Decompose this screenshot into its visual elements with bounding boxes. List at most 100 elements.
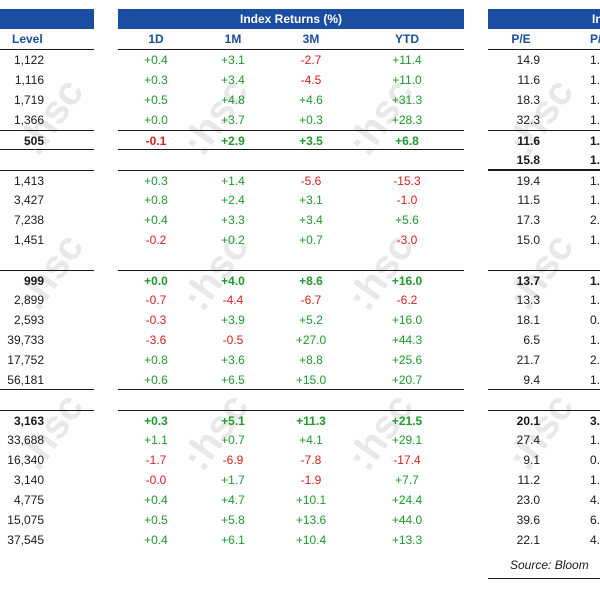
table-row: 17,752 (0, 350, 94, 370)
return-3m: +3.4 (299, 213, 323, 227)
table-row (118, 250, 464, 270)
return-ytd: +44.3 (391, 333, 423, 347)
level-value: 3,163 (13, 414, 44, 428)
table-row: 19.4 1. (488, 170, 600, 190)
table-row: 15.0 1. (488, 230, 600, 250)
pe-value: 32.3 (516, 113, 540, 127)
pb-value: 2. (590, 353, 600, 367)
level-value: 15,075 (7, 513, 44, 527)
return-3m: -1.9 (300, 473, 322, 487)
return-1m: +5.8 (221, 513, 245, 527)
pe-value: 17.3 (516, 213, 540, 227)
return-1m: +6.5 (221, 373, 245, 387)
pb-value: 1. (590, 53, 600, 67)
return-1m: +2.4 (221, 193, 245, 207)
pe-value: 20.1 (516, 414, 540, 428)
level-value: 39,733 (7, 333, 44, 347)
valuation-header-label: In (592, 12, 600, 26)
return-1d: +1.1 (144, 433, 168, 447)
return-1d (118, 150, 194, 170)
return-1d: -3.6 (145, 333, 167, 347)
return-3m: +0.7 (299, 233, 323, 247)
return-ytd (350, 390, 464, 410)
return-3m: +11.3 (296, 414, 326, 428)
pe-value: 13.7 (516, 274, 540, 288)
return-ytd: +5.6 (395, 213, 419, 227)
level-header: Level (12, 32, 43, 46)
pe-value: 11.6 (517, 73, 540, 87)
pb-value: 1. (590, 274, 600, 288)
table-row: 20.1 3. (488, 410, 600, 430)
return-3m (272, 390, 350, 410)
table-row: 17.3 2. (488, 210, 600, 230)
table-row: 23.0 4. (488, 490, 600, 510)
return-ytd: -17.4 (393, 453, 421, 467)
return-ytd: +20.7 (391, 373, 423, 387)
table-row (118, 390, 464, 410)
level-value: 33,688 (7, 433, 44, 447)
table-row: +0.3 +1.4 -5.6 -15.3 (118, 170, 464, 190)
pb-value: 6. (590, 513, 600, 527)
pb-value: 1. (590, 233, 600, 247)
pb-value: 0. (590, 313, 600, 327)
table-row: 1,719 (0, 90, 94, 110)
table-row: 33,688 (0, 430, 94, 450)
pb-value (540, 250, 600, 270)
pb-value: 1. (590, 193, 600, 207)
pb-value: 3. (590, 414, 600, 428)
pe-value: 15.8 (516, 153, 540, 167)
return-1m: +5.1 (221, 414, 245, 428)
return-3m: +10.1 (295, 493, 327, 507)
table-row: 39,733 (0, 330, 94, 350)
header-ytd: YTD (395, 32, 419, 46)
pe-value: 11.6 (517, 134, 540, 148)
level-value: 37,545 (7, 533, 44, 547)
return-1m (194, 150, 272, 170)
table-row: +1.1 +0.7 +4.1 +29.1 (118, 430, 464, 450)
pe-value: 9.4 (523, 373, 540, 387)
level-value: 2,593 (13, 313, 44, 327)
return-1m: -6.9 (222, 453, 244, 467)
return-1d: +0.0 (144, 113, 168, 127)
level-value (0, 390, 94, 410)
return-1d: +0.4 (144, 213, 168, 227)
left-header-bar (0, 9, 94, 29)
table-row: 13.7 1. (488, 270, 600, 290)
return-1m: +0.2 (221, 233, 245, 247)
return-3m: +15.0 (295, 373, 327, 387)
pb-value: 1. (590, 174, 600, 188)
valuation-column: P/E P/ 14.91.11.61.18.31.32.31.11.61.15.… (488, 30, 600, 550)
return-ytd: -6.2 (396, 293, 418, 307)
return-3m: +3.1 (299, 193, 323, 207)
level-value: 7,238 (13, 213, 44, 227)
table-row: -0.2 +0.2 +0.7 -3.0 (118, 230, 464, 250)
pe-value (488, 390, 540, 410)
table-row: 6.5 1. (488, 330, 600, 350)
return-1m: +0.7 (221, 433, 245, 447)
return-ytd: +21.5 (391, 414, 423, 428)
return-1d: -1.7 (145, 453, 167, 467)
table-row: 11.6 1. (488, 130, 600, 150)
table-row: 3,427 (0, 190, 94, 210)
pb-value: 2. (590, 213, 600, 227)
return-1m (194, 250, 272, 270)
return-3m: +4.6 (299, 93, 323, 107)
level-value: 3,140 (13, 473, 44, 487)
return-ytd: +25.6 (391, 353, 423, 367)
return-1m: +3.7 (221, 113, 245, 127)
table-row: 18.3 1. (488, 90, 600, 110)
table-row: +0.4 +3.1 -2.7 +11.4 (118, 50, 464, 70)
table-row: +0.0 +4.0 +8.6 +16.0 (118, 270, 464, 290)
table-row: 2,899 (0, 290, 94, 310)
return-3m: -2.7 (300, 53, 322, 67)
pe-value: 11.2 (517, 473, 540, 487)
return-1m: +6.1 (221, 533, 245, 547)
table-row: 1,451 (0, 230, 94, 250)
table-row: +0.8 +3.6 +8.8 +25.6 (118, 350, 464, 370)
return-ytd: +28.3 (391, 113, 423, 127)
return-1d: +0.4 (144, 493, 168, 507)
return-1d: +0.3 (144, 73, 168, 87)
level-value: 17,752 (7, 353, 44, 367)
table-row: 505 (0, 130, 94, 150)
